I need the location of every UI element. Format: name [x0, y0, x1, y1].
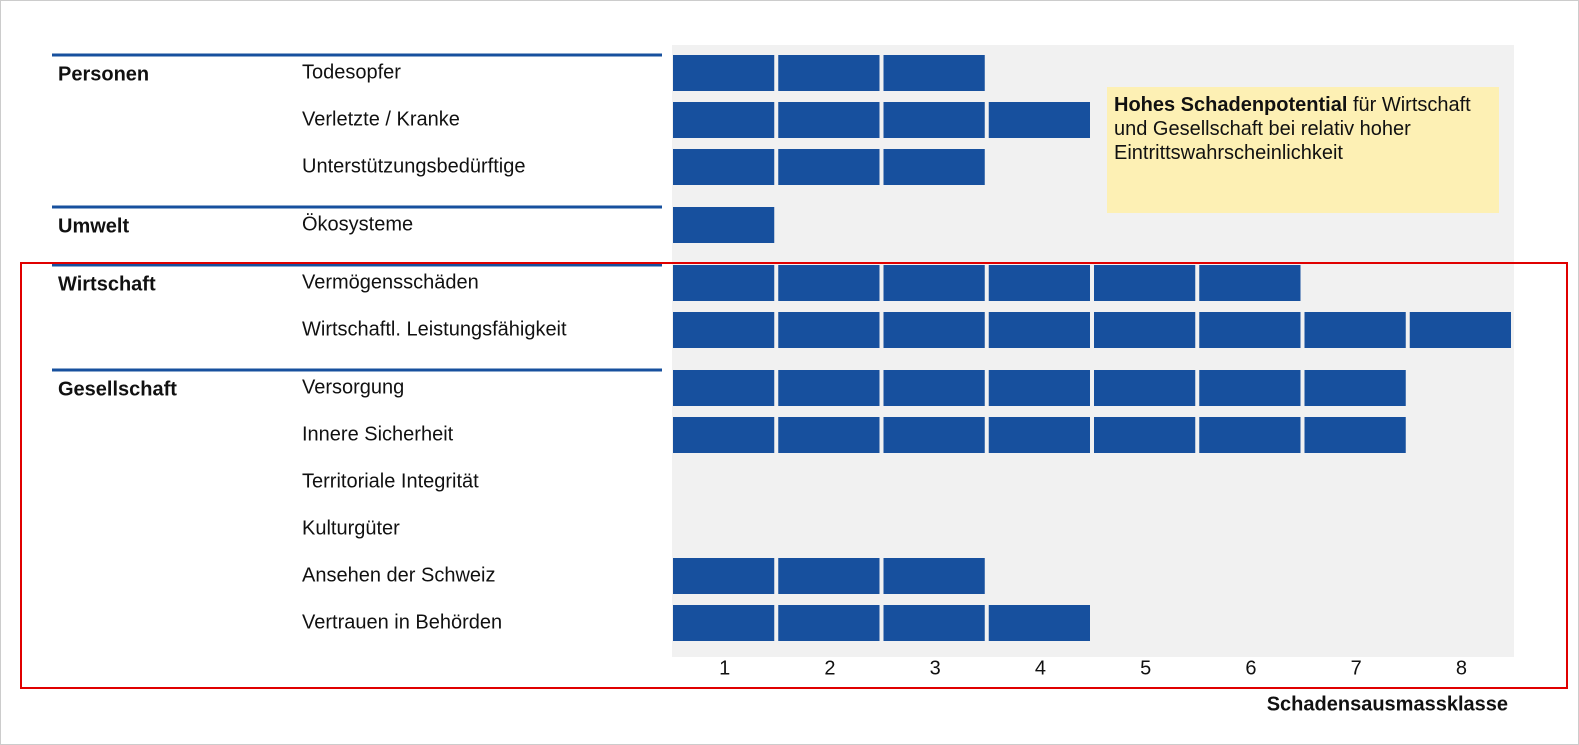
bar-segment — [778, 149, 880, 185]
bar-segment — [883, 265, 985, 301]
x-tick-label: 2 — [824, 657, 835, 679]
bar-segment — [883, 370, 985, 406]
annotation-bold: Hohes Schadenpotential — [1114, 94, 1348, 116]
category-label: Vermögensschäden — [302, 271, 479, 293]
category-label: Verletzte / Kranke — [302, 108, 460, 130]
bar-segment — [1094, 417, 1196, 453]
category-label: Ansehen der Schweiz — [302, 564, 495, 586]
bar-segment — [778, 312, 880, 348]
bar-segment — [1409, 312, 1511, 348]
bar — [673, 370, 1406, 406]
bar-segment — [673, 265, 775, 301]
category-label: Ökosysteme — [302, 213, 413, 235]
bar — [673, 207, 775, 243]
category-label: Vertrauen in Behörden — [302, 611, 502, 633]
bar-segment — [883, 55, 985, 91]
bar-segment — [988, 265, 1090, 301]
bar — [673, 558, 985, 594]
group-label: Wirtschaft — [58, 273, 156, 295]
category-label: Todesopfer — [302, 61, 401, 83]
x-tick-label: 7 — [1351, 657, 1362, 679]
group-label: Umwelt — [58, 215, 129, 237]
bar — [673, 55, 985, 91]
bar-segment — [778, 417, 880, 453]
bar — [673, 605, 1090, 641]
bar-segment — [1199, 312, 1301, 348]
bar — [673, 102, 1090, 138]
x-tick-label: 4 — [1035, 657, 1046, 679]
bar-segment — [1304, 417, 1406, 453]
group-label: Gesellschaft — [58, 378, 177, 400]
bar-segment — [988, 370, 1090, 406]
annotation: Hohes Schadenpotential für Wirtschaft un… — [1107, 87, 1499, 213]
bar-segment — [778, 55, 880, 91]
bar-segment — [673, 417, 775, 453]
x-tick-label: 1 — [719, 657, 730, 679]
bar-segment — [1094, 370, 1196, 406]
bar-segment — [988, 102, 1090, 138]
bar-segment — [1304, 312, 1406, 348]
category-label: Kulturgüter — [302, 517, 400, 539]
x-tick-label: 5 — [1140, 657, 1151, 679]
bar-segment — [673, 605, 775, 641]
bar-segment — [883, 312, 985, 348]
bar-segment — [883, 417, 985, 453]
bar-segment — [883, 102, 985, 138]
bar-segment — [673, 370, 775, 406]
x-tick-label: 8 — [1456, 657, 1467, 679]
category-label: Innere Sicherheit — [302, 423, 454, 445]
x-tick-label: 6 — [1245, 657, 1256, 679]
bar — [673, 312, 1511, 348]
bar-segment — [883, 149, 985, 185]
bar-segment — [988, 605, 1090, 641]
bar-segment — [1199, 417, 1301, 453]
bar — [673, 149, 985, 185]
category-label: Versorgung — [302, 376, 404, 398]
bar-segment — [883, 558, 985, 594]
group-label: Personen — [58, 63, 149, 85]
annotation-text: für Wirtschaft und Gesellschaft bei rela… — [1114, 94, 1471, 164]
bar-segment — [778, 265, 880, 301]
bar-segment — [673, 55, 775, 91]
bar-segment — [988, 312, 1090, 348]
bar-segment — [673, 207, 775, 243]
bar-segment — [1199, 265, 1301, 301]
bar-segment — [778, 370, 880, 406]
bar-segment — [1304, 370, 1406, 406]
bar-segment — [673, 558, 775, 594]
bar-segment — [778, 102, 880, 138]
bar-segment — [778, 558, 880, 594]
bar-segment — [673, 149, 775, 185]
category-label: Unterstützungsbedürftige — [302, 155, 525, 177]
bar-segment — [1094, 265, 1196, 301]
bar — [673, 265, 1301, 301]
bar-segment — [1094, 312, 1196, 348]
bar-segment — [988, 417, 1090, 453]
bar-segment — [1199, 370, 1301, 406]
highlight-box — [20, 262, 1568, 689]
bar-segment — [778, 605, 880, 641]
category-label: Territoriale Integrität — [302, 470, 479, 492]
bar-segment — [883, 605, 985, 641]
bar-segment — [673, 312, 775, 348]
x-tick-label: 3 — [930, 657, 941, 679]
category-label: Wirtschaftl. Leistungsfähigkeit — [302, 318, 567, 340]
x-axis-label: Schadensausmassklasse — [1267, 693, 1508, 715]
bar — [673, 417, 1406, 453]
bar-segment — [673, 102, 775, 138]
